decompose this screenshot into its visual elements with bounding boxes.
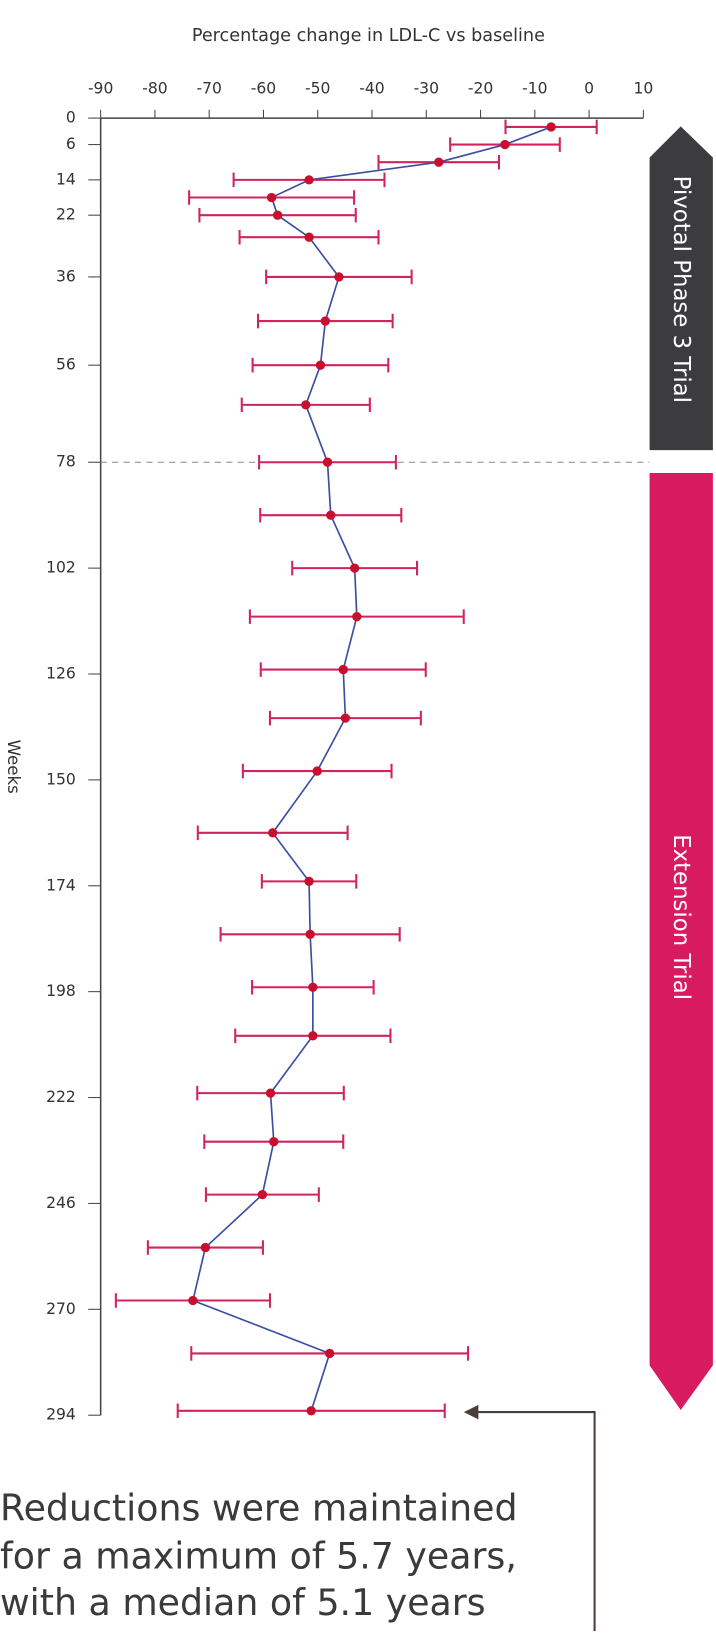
x-tick-label: 78	[56, 453, 76, 471]
y-tick-label: -70	[196, 80, 221, 98]
point	[304, 232, 314, 242]
phase-banner	[649, 126, 713, 451]
point	[320, 316, 331, 326]
x-tick-label: 150	[46, 770, 76, 788]
point	[322, 457, 333, 467]
x-tick-label: 0	[66, 109, 76, 127]
point	[500, 139, 510, 150]
point	[334, 272, 344, 282]
y-tick-label: -50	[305, 80, 330, 98]
point	[308, 1031, 318, 1041]
x-tick-label: 102	[46, 559, 76, 577]
point	[257, 1189, 268, 1200]
y-tick-label: -20	[468, 80, 493, 98]
point	[272, 210, 283, 220]
x-tick-label: 294	[46, 1406, 76, 1424]
trend-line	[191, 126, 552, 1412]
chart-title: Percentage change in LDL-C vs baseline	[192, 26, 545, 46]
x-tick-label: 56	[56, 356, 76, 374]
point	[265, 1088, 276, 1098]
x-tick-label: 270	[46, 1300, 76, 1318]
point	[326, 510, 336, 520]
callout-arrowhead	[463, 1404, 479, 1420]
point	[306, 1406, 316, 1416]
point	[301, 400, 311, 410]
x-tick-label: 126	[46, 665, 76, 683]
point	[200, 1242, 211, 1253]
x-tick-label: 222	[46, 1088, 76, 1106]
y-tick-label: 10	[633, 80, 653, 98]
x-tick-label: 14	[56, 170, 76, 188]
phase-banner	[649, 472, 713, 1411]
annotation: with a median of 5.1 years	[0, 1581, 486, 1624]
point	[266, 192, 277, 203]
x-tick-label: 246	[46, 1194, 76, 1212]
point	[352, 611, 362, 622]
y-tick-label: -90	[88, 80, 113, 98]
point	[304, 175, 314, 185]
point	[268, 828, 278, 838]
point	[188, 1295, 198, 1306]
x-tick-label: 22	[56, 206, 76, 224]
phase-label: Extension Trial	[668, 834, 694, 1000]
y-tick-label: -10	[522, 80, 547, 98]
y-tick-label: 0	[584, 80, 594, 98]
point	[325, 1348, 335, 1359]
x-tick-label: 174	[46, 876, 76, 894]
x-tick-label: 6	[66, 135, 76, 153]
y-tick-label: -80	[142, 80, 167, 98]
point	[315, 360, 326, 370]
point	[340, 713, 351, 723]
point	[312, 766, 322, 776]
annotation: for a maximum of 5.7 years,	[0, 1534, 517, 1577]
y-tick-label: -40	[359, 80, 384, 98]
point	[338, 664, 348, 675]
y-tick-label: -30	[414, 80, 439, 98]
point	[305, 929, 315, 939]
x-axis-label: Weeks	[4, 740, 23, 794]
point	[304, 876, 314, 887]
point	[434, 157, 444, 167]
annotation: Reductions were maintained	[0, 1487, 518, 1530]
x-tick-label: 36	[56, 267, 76, 285]
y-tick-label: -60	[251, 80, 276, 98]
point	[349, 563, 360, 573]
x-tick-label: 198	[46, 982, 76, 1000]
point	[308, 982, 318, 992]
point	[546, 122, 556, 132]
point	[269, 1136, 279, 1147]
phase-label: Pivotal Phase 3 Trial	[668, 176, 694, 403]
callout-arrow	[475, 1411, 596, 1632]
